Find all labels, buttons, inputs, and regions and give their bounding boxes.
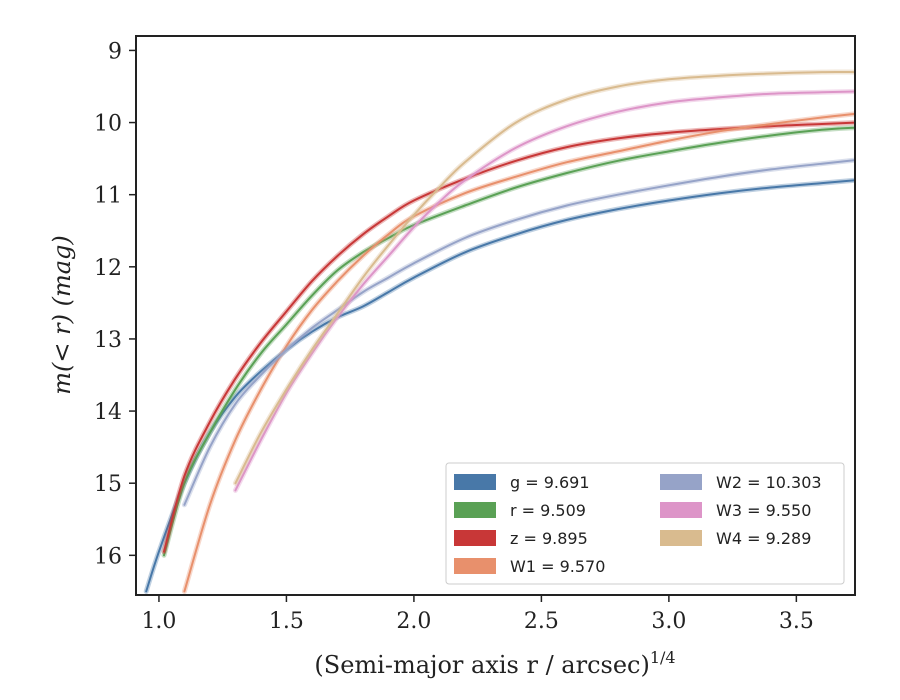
y-axis: 9 10 11 12 13 14 15 16 (94, 39, 136, 569)
x-axis-label: (Semi-major axis r / arcsec)1/4 (314, 648, 675, 679)
y-tick-label: 15 (94, 472, 122, 497)
x-tick-label: 1.0 (141, 609, 176, 634)
y-axis-label: m(< r) (mag) (48, 235, 76, 394)
series-layer (143, 69, 855, 594)
y-tick-label: 11 (94, 184, 122, 209)
x-axis: 1.0 1.5 2.0 2.5 3.0 3.5 (141, 595, 814, 634)
x-tick-label: 3.5 (779, 609, 814, 634)
y-tick-label: 9 (108, 39, 122, 64)
series-band-5 (181, 157, 855, 508)
legend-swatch-6 (660, 502, 702, 518)
y-tick-label: 13 (94, 328, 122, 353)
legend-box (445, 462, 845, 585)
legend-label-3: z = 9.895 (510, 529, 588, 548)
legend-label-6: W3 = 9.550 (716, 501, 811, 520)
legend-label-4: W1 = 9.570 (510, 557, 605, 576)
x-tick-label: 1.5 (269, 609, 304, 634)
series-line-3 (163, 121, 855, 553)
legend-swatch-5 (660, 474, 702, 490)
series-line-7 (234, 70, 855, 485)
y-tick-label: 12 (94, 256, 122, 281)
legend-swatch-2 (454, 502, 496, 518)
legend-label-5: W2 = 10.303 (716, 473, 822, 492)
plot-frame (135, 35, 856, 596)
legend-swatch-3 (454, 530, 496, 546)
legend-swatch-4 (454, 558, 496, 574)
x-tick-label: 3.0 (651, 609, 686, 634)
legend-label-1: g = 9.691 (510, 473, 590, 492)
series-line-6 (234, 90, 855, 492)
legend-swatch-1 (454, 474, 496, 490)
series-line-5 (183, 159, 855, 506)
y-tick-label: 16 (94, 544, 122, 569)
legend: g = 9.691 r = 9.509 z = 9.895 W1 = 9.570 W2 … (445, 462, 845, 585)
legend-label-2: r = 9.509 (510, 501, 586, 520)
x-axis-label-exponent: 1/4 (650, 648, 676, 667)
legend-label-7: W4 = 9.289 (716, 529, 811, 548)
y-tick-label: 14 (94, 400, 122, 425)
x-tick-label: 2.0 (396, 609, 431, 634)
x-tick-label: 2.5 (524, 609, 559, 634)
y-tick-label: 10 (94, 112, 122, 137)
legend-swatch-7 (660, 530, 702, 546)
